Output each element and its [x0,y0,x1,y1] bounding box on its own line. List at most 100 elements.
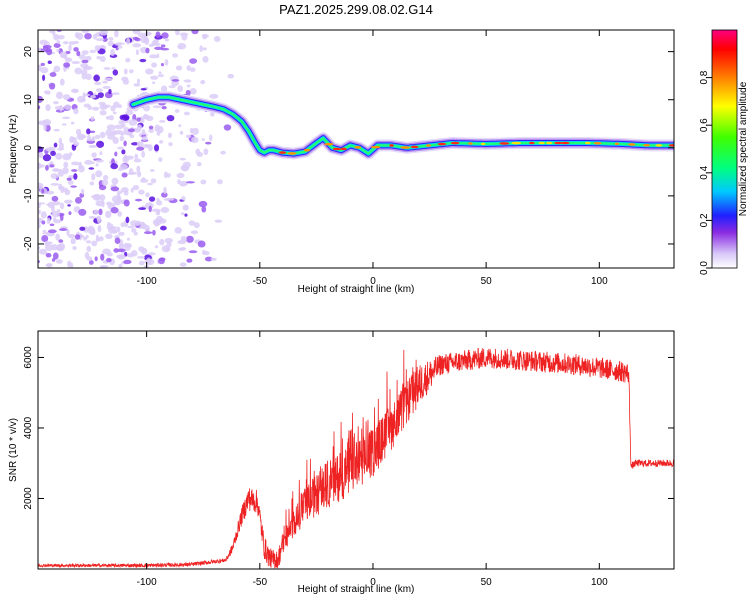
spectrogram-noise-blob [111,92,120,95]
spectrogram-noise-blob [182,161,192,168]
spectrogram-noise-blob [113,248,120,253]
spectrogram-noise-blob [55,152,63,160]
snr-series-line [38,348,674,569]
spectrogram-noise-blob [49,223,55,227]
spectrogram-noise-blob [123,140,127,147]
spectrogram-noise-blob [67,180,74,185]
spectrogram-noise-blob [93,92,97,96]
spectrogram-noise-blob [180,183,186,187]
spectrogram-noise-blob [138,260,145,266]
spectrogram-ridge-peak [643,143,651,147]
spectrogram-noise-blob [52,252,59,260]
spectrogram-noise-blob [171,79,180,82]
spectrogram-noise-blob [53,42,61,49]
spectrogram-noise-blob [38,202,41,209]
spectrogram-noise-blob [185,235,194,243]
spectrogram-noise-blob [100,253,105,261]
spectrogram-noise-blob [38,151,43,159]
spectrogram-noise-blob [109,226,118,229]
spectrogram-noise-blob [74,234,81,240]
spectrogram-noise-blob [134,153,139,160]
spectrogram-noise-blob [86,128,91,135]
spectrogram-noise-blob [71,161,80,166]
spectrogram-noise-blob [201,206,207,213]
spectrogram-noise-blob [130,250,138,257]
spectrogram-noise-blob [49,72,57,77]
spectrogram-noise-blob [145,144,151,148]
spectrogram-noise-blob [42,231,49,235]
spectrogram-noise-blob [204,251,210,256]
spectrogram-noise-blob [140,35,148,44]
spectrogram-noise-blob [46,47,53,56]
spectrogram-noise-blob [158,119,166,123]
spectrogram-noise-blob [96,140,105,148]
spectrogram-noise-blob [118,167,124,171]
spectrogram-noise-blob [148,43,155,48]
spectrogram-noise-blob [50,173,59,179]
spectrogram-noise-blob [189,88,197,95]
spectrogram-noise-blob [38,120,45,126]
spectrogram-noise-blob [136,78,141,84]
spectrogram-ridge-peak [584,141,591,145]
spectrogram-noise-blob [87,105,93,110]
spectrogram-noise-blob [125,57,131,63]
spectrogram-noise-blob [189,67,196,72]
spectrogram-noise-blob [74,67,83,75]
spectrogram-noise-blob [88,216,96,219]
spectrogram-noise-blob [200,79,206,85]
spectrogram-noise-blob [153,42,161,46]
spectrogram-noise-blob [55,233,60,241]
spectrogram-noise-blob [116,42,126,45]
spectrogram-noise-blob [117,104,123,109]
spectrogram-noise-blob [150,169,155,172]
spectrogram-noise-blob [133,231,138,236]
spectrogram-y-label: Frequency (Hz) [8,115,19,184]
spectrogram-noise-blob [160,225,167,231]
spectrogram-noise-blob [83,236,87,241]
spectrogram-noise-blob [91,173,96,181]
spectrogram-noise-blob [73,108,79,115]
spectrogram-noise-blob [91,136,96,142]
spectrogram-noise-blob [81,59,89,64]
spectrogram-noise-blob [200,179,207,185]
spectrogram-noise-blob [66,228,70,236]
spectrogram-noise-blob [145,258,155,266]
spectrogram-noise-blob [176,172,185,179]
spectrogram-noise-blob [140,88,147,91]
spectrogram-noise-blob [90,229,96,236]
spectrogram-noise-blob [73,47,79,52]
spectrogram-noise-blob [49,164,55,168]
spectrogram-noise-blob [185,134,192,139]
spectrogram-noise-blob [94,81,102,86]
spectrogram-noise-blob [110,186,120,192]
spectrogram-noise-blob [44,240,50,247]
spectrogram-noise-blob [47,229,57,234]
spectrogram-noise-blob [106,124,116,131]
spectrogram-noise-blob [41,235,49,243]
spectrogram-x-label: Height of straight line (km) [298,284,415,295]
spectrogram-noise-blob [188,250,198,254]
spectrogram-noise-blob [159,218,167,224]
spectrogram-noise-blob [94,134,101,140]
spectrogram-noise-blob [183,79,192,83]
spectrogram-ridge-peak [437,142,447,146]
spectrogram-noise-blob [40,62,45,66]
colorbar-label: Normalized spectral amplitude [738,81,749,216]
spectrogram-noise-blob [38,246,41,250]
spectrogram-noise-blob [95,88,103,93]
spectrogram-noise [38,30,235,268]
spectrogram-noise-blob [45,120,50,126]
spectrogram-noise-blob [86,245,92,253]
spectrogram-noise-blob [91,194,100,199]
spectrogram-noise-blob [197,240,206,248]
spectrogram-y-tick-label: -20 [23,236,34,251]
spectrogram-noise-blob [167,132,173,139]
spectrogram-noise-blob [132,30,141,35]
spectrogram-noise-blob [97,224,102,233]
spectrogram-noise-blob [63,161,69,168]
spectrogram-frame [37,29,675,269]
spectrogram-noise-blob [64,199,73,204]
spectrogram-noise-blob [166,241,172,248]
spectrogram-noise-blob [202,47,207,51]
spectrogram-ridge-peak [287,152,297,155]
